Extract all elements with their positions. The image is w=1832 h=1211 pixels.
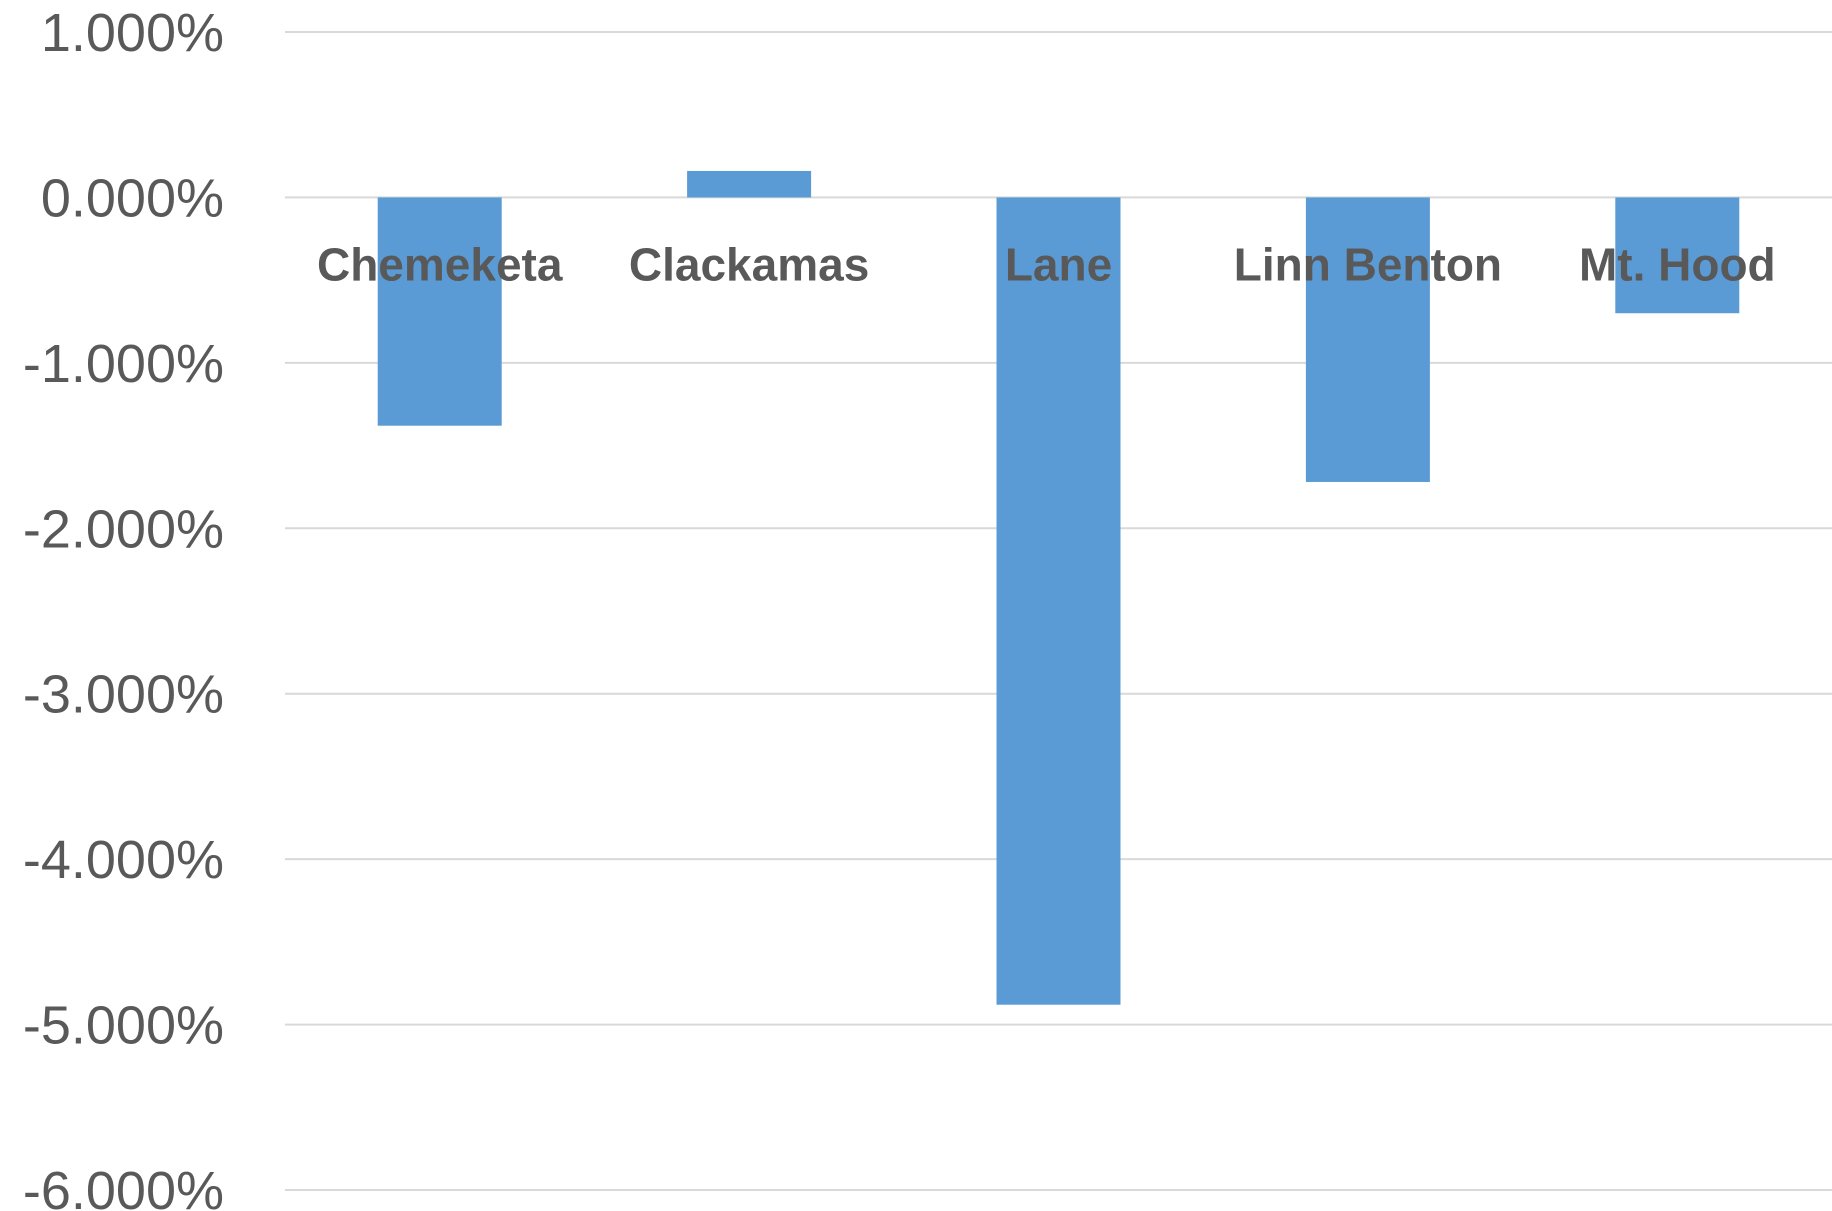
- bar-chemeketa: [377, 197, 502, 426]
- bar-linn-benton: [1305, 197, 1430, 482]
- y-tick-label: -1.000%: [23, 334, 224, 394]
- category-label: Chemeketa: [317, 238, 563, 290]
- category-labels: Chemeketa Clackamas Lane Linn Benton Mt. Hoo…: [317, 238, 1776, 290]
- category-label: Lane: [1005, 238, 1112, 290]
- bar-clackamas: [687, 170, 812, 198]
- y-tick-label: -6.000%: [23, 1161, 224, 1211]
- bar-lane: [996, 197, 1121, 1005]
- y-axis-tick-labels: 1.000% 0.000% -1.000% -2.000% -3.000% -4.000%…: [23, 3, 224, 1211]
- category-label: Clackamas: [629, 238, 869, 290]
- bars: [377, 170, 1740, 1005]
- y-tick-label: -4.000%: [23, 830, 224, 890]
- category-label: Mt. Hood: [1579, 238, 1776, 290]
- bar-mt-hood: [1615, 197, 1740, 314]
- y-tick-label: 1.000%: [41, 3, 224, 63]
- y-tick-label: -2.000%: [23, 499, 224, 559]
- category-label: Linn Benton: [1234, 238, 1502, 290]
- y-tick-label: -5.000%: [23, 996, 224, 1056]
- y-tick-label: 0.000%: [41, 168, 224, 228]
- y-tick-label: -3.000%: [23, 665, 224, 725]
